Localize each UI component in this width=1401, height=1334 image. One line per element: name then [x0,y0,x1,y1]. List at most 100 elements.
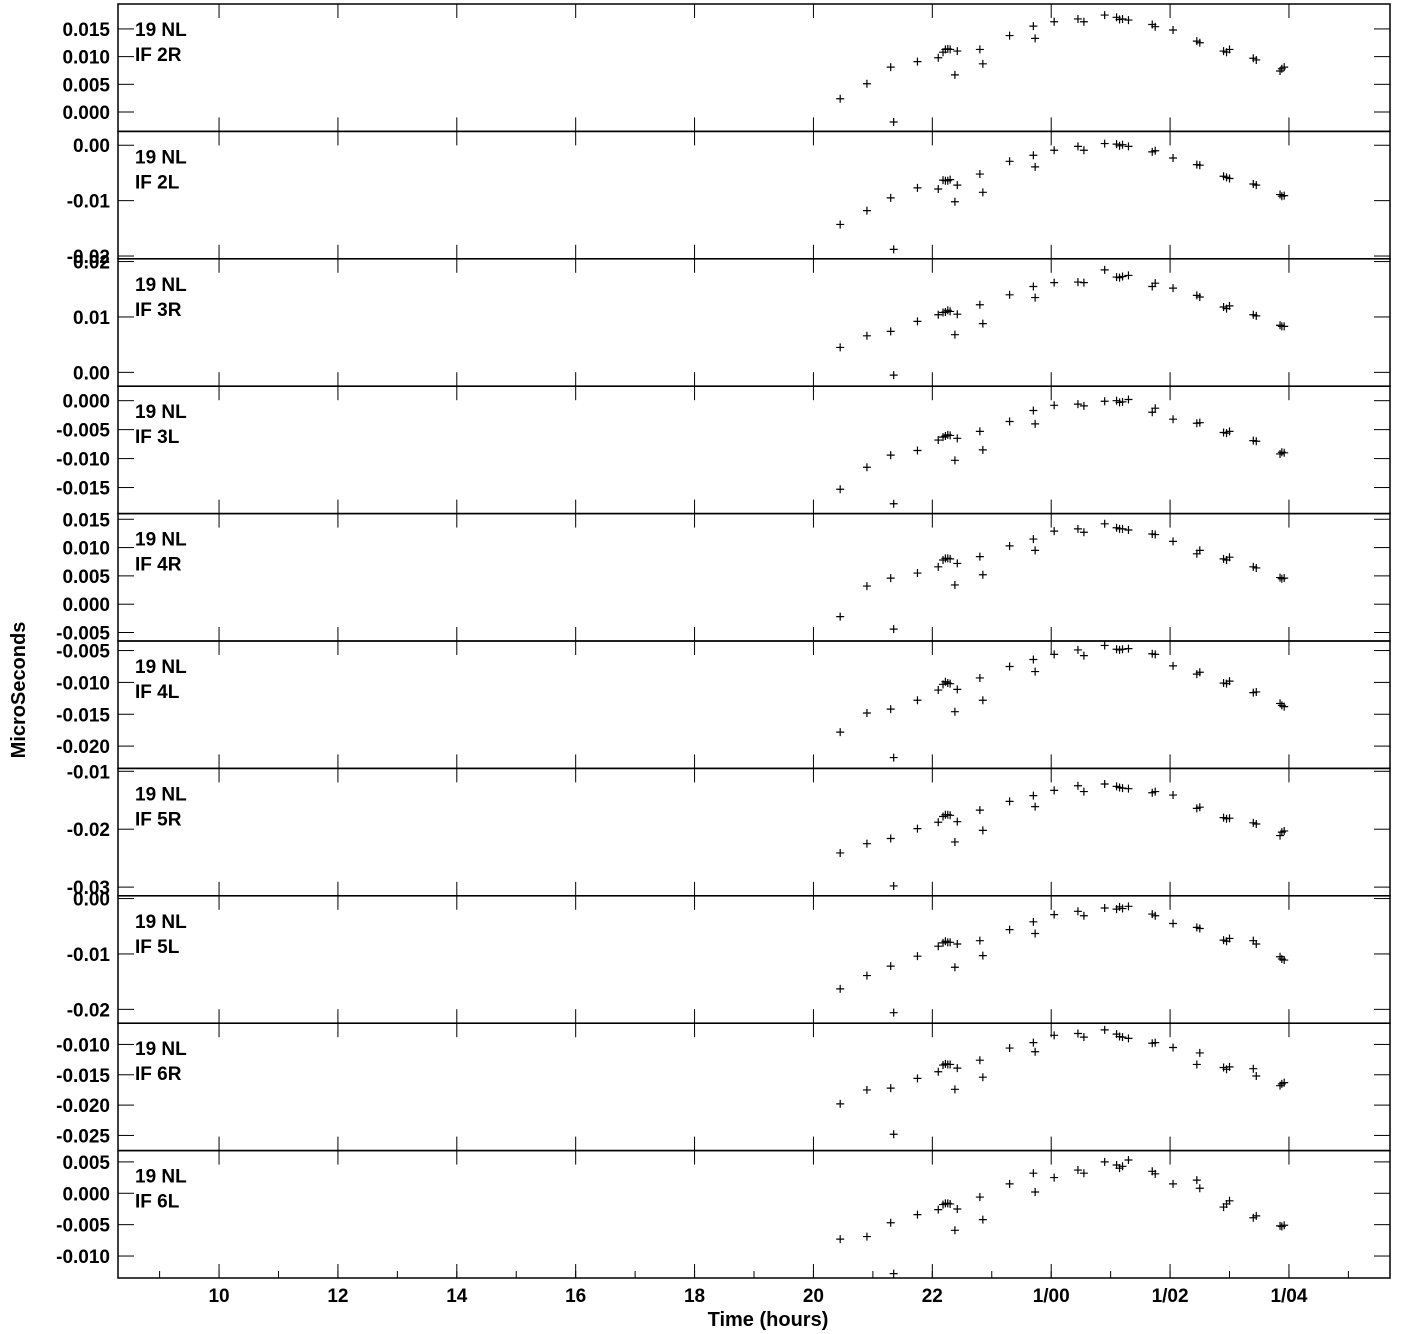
data-point [1124,1034,1133,1043]
data-point [1031,1047,1040,1056]
data-point [1148,408,1157,417]
y-tick-label: 0.00 [73,136,110,157]
panel-label-if: IF 4L [135,682,180,703]
data-point [978,188,987,197]
data-point [1031,929,1040,938]
data-point [1050,1031,1059,1040]
data-point [1079,1169,1088,1178]
data-point [1073,1029,1082,1038]
data-point [975,45,984,54]
panel-4: 0.000 -0.005 -0.010 -0.015 19 NL IF 3L [56,385,1391,515]
data-point [975,1193,984,1202]
data-point [975,936,984,945]
data-point [1225,174,1234,183]
panel-frame [117,3,1391,133]
data-point [1124,142,1133,151]
data-point [913,183,922,192]
data-point [1280,956,1289,965]
data-point [950,707,959,716]
data-point [886,1218,895,1227]
data-point [978,1073,987,1082]
data-point [1100,519,1109,528]
data-point [953,817,962,826]
data-point [1276,699,1285,708]
panel-label-if: IF 2R [135,45,182,66]
data-point [1225,45,1234,54]
data-point [1079,278,1088,287]
data-point [1169,1043,1178,1052]
data-point [862,1232,871,1241]
panel-frame [117,640,1391,770]
panel-9: -0.010 -0.015 -0.020 -0.025 19 NL IF 6R [56,1022,1391,1152]
data-point [1151,911,1160,920]
data-point [1276,321,1285,330]
data-point [1225,301,1234,310]
data-point [1029,1169,1038,1178]
data-point [953,685,962,694]
data-point [1100,139,1109,148]
data-point [889,245,898,254]
data-point [953,1064,962,1073]
data-point [978,59,987,68]
y-tick-label: -0.020 [56,1096,110,1117]
data-point [862,331,871,340]
data-point [953,47,962,56]
data-point [1276,1221,1285,1230]
data-point [913,317,922,326]
data-point [953,1204,962,1213]
x-tick-label: 22 [922,1286,943,1307]
data-point [1100,903,1109,912]
data-point [913,446,922,455]
data-point [889,1008,898,1017]
data-point [1050,527,1059,536]
data-point [934,562,943,571]
data-point [862,708,871,717]
data-point [1100,397,1109,406]
y-tick-label: -0.015 [56,479,110,500]
data-point [836,984,845,993]
data-point [1029,655,1038,664]
panel-frame [117,1149,1391,1279]
y-tick-label: 0.01 [73,308,110,329]
data-point [1169,1179,1178,1188]
data-point [1031,419,1040,428]
data-point [886,705,895,714]
panel-label-station: 19 NL [135,1167,187,1188]
data-point [1276,1081,1285,1090]
panel-5: -0.005 0.000 0.005 0.010 0.015 19 NL IF 4R [56,510,1391,645]
data-point [1225,1062,1234,1071]
data-point [889,499,898,508]
data-point [946,431,955,440]
panel-2: 0.00 -0.01 -0.02 19 NL IF 2L [67,130,1391,268]
panel-label-station: 19 NL [135,1039,187,1060]
data-point [1151,22,1160,31]
data-point [1225,553,1234,562]
panel-label-station: 19 NL [135,147,187,168]
data-point [934,686,943,695]
y-tick-label: 0.005 [62,1153,110,1174]
panel-10: 0.005 0.000 -0.005 -0.010 19 NL IF 6L [56,1149,1391,1279]
data-point [953,181,962,190]
data-point [1195,546,1204,555]
data-point [836,1099,845,1108]
panel-label-station: 19 NL [135,784,187,805]
y-tick-label: 0.015 [62,510,110,531]
data-point [913,57,922,66]
panel-label-if: IF 6R [135,1064,182,1085]
data-point [1151,787,1160,796]
data-point [889,625,898,634]
data-point [889,1130,898,1139]
data-point [1100,11,1109,20]
data-point [1118,14,1127,23]
data-point [934,1205,943,1214]
panel-label-if: IF 3L [135,427,180,448]
data-point [1029,282,1038,291]
data-point [1005,31,1014,40]
data-point [950,456,959,465]
panel-label-station: 19 NL [135,657,187,678]
data-point [1029,151,1038,160]
y-tick-label: -0.020 [56,737,110,758]
data-point [886,962,895,971]
y-tick-label: -0.02 [67,247,110,268]
data-point [889,1269,898,1278]
